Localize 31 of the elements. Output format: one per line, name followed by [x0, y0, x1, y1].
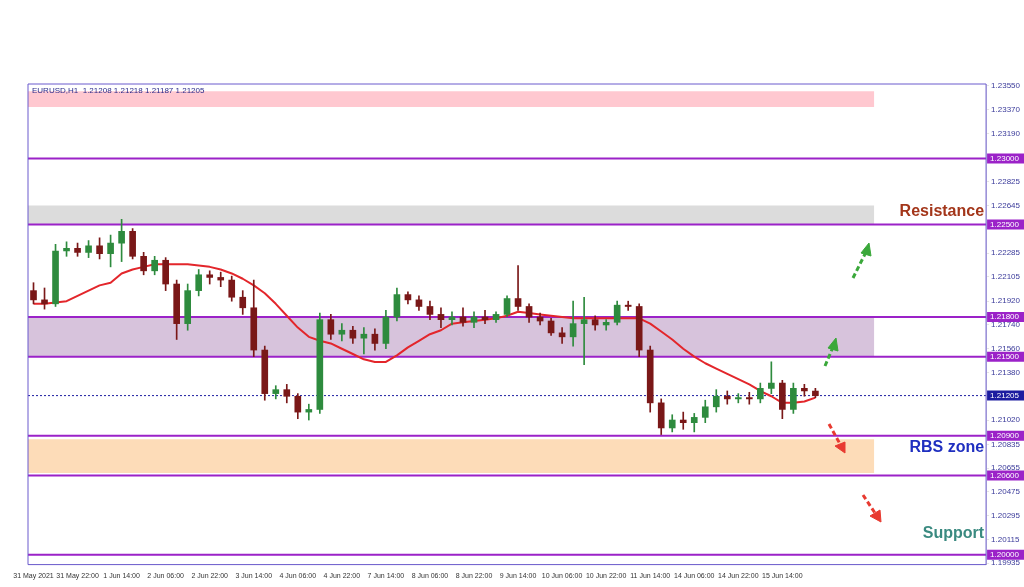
- y-tick-label: 1.23550: [991, 81, 1021, 91]
- y-tick-label: 1.22105: [991, 271, 1021, 281]
- y-tick-label: 1.23190: [991, 128, 1021, 138]
- ref-line-label: 1.21800: [990, 312, 1020, 322]
- y-tick-label: 1.20475: [991, 487, 1021, 497]
- ref-line-label: 1.20000: [990, 549, 1020, 559]
- ref-line-label: 1.21205: [990, 390, 1020, 400]
- y-tick-label: 1.21020: [991, 415, 1021, 425]
- y-tick-label: 1.20655: [991, 463, 1021, 473]
- y-tick-label: 1.22645: [991, 200, 1021, 210]
- annotation: EURUSD,H1 1.21208 1.21218 1.21187 1.21205: [32, 86, 205, 96]
- y-tick-label: 1.22285: [991, 248, 1021, 258]
- y-tick-label: 1.21560: [991, 343, 1021, 353]
- ref-line-label: 1.20900: [990, 431, 1020, 441]
- annotation: RBS zone: [909, 438, 985, 456]
- y-tick-label: 1.19935: [991, 558, 1021, 568]
- y-tick-label: 1.21920: [991, 296, 1021, 306]
- y-tick-label: 1.22825: [991, 176, 1021, 186]
- y-tick-label: 1.20835: [991, 439, 1021, 449]
- candlestick: [206, 270, 214, 285]
- annotation: Support: [922, 524, 985, 542]
- ref-line-label: 1.21500: [990, 351, 1020, 361]
- ref-line-label: 1.23000: [990, 153, 1020, 163]
- ref-line-label: 1.22500: [990, 219, 1020, 229]
- ref-line-label: 1.20600: [990, 470, 1020, 480]
- y-tick-label: 1.23370: [991, 104, 1021, 114]
- y-tick-label: 1.20115: [991, 534, 1020, 544]
- y-tick-label: 1.21380: [991, 367, 1021, 377]
- y-tick-label: 1.21740: [991, 320, 1021, 330]
- y-tick-label: 1.20295: [991, 510, 1021, 520]
- annotation: Resistance: [899, 202, 985, 220]
